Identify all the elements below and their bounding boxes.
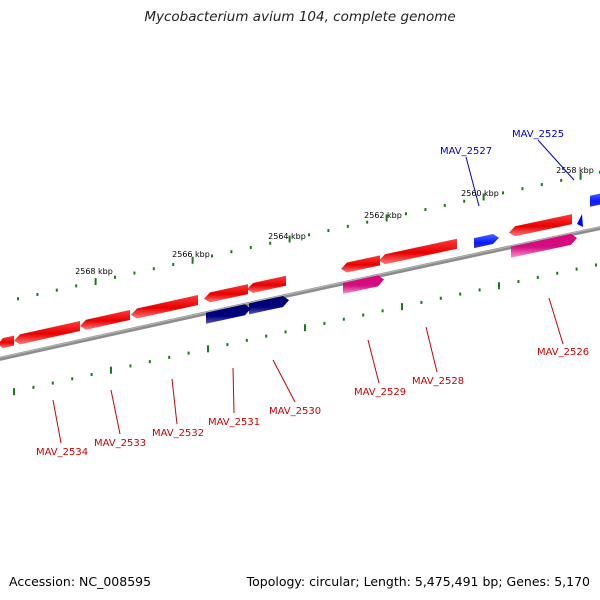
- leader-line-mav_2525: [537, 139, 575, 181]
- tick-label-2566: 2566 kbp: [172, 250, 210, 259]
- gene-mav_2526-cds[interactable]: [511, 233, 577, 258]
- leader-line-mav_2534: [52, 399, 62, 444]
- genome-summary-text: Topology: circular; Length: 5,475,491 bp…: [246, 574, 590, 589]
- tick-label-2562: 2562 kbp: [364, 211, 402, 220]
- gene-label-mav_2534[interactable]: MAV_2534: [36, 447, 88, 458]
- gene-label-mav_2527[interactable]: MAV_2527: [440, 146, 492, 157]
- gene-label-mav_2533[interactable]: MAV_2533: [94, 438, 146, 449]
- gene-mav_2531[interactable]: [204, 284, 248, 303]
- tick-label-2558: 2558 kbp: [556, 166, 594, 175]
- gene-label-mav_2526[interactable]: MAV_2526: [537, 347, 589, 358]
- gene-mav_2529-cds[interactable]: [343, 275, 384, 294]
- inner-tick-track: [13, 263, 597, 396]
- accession-text: Accession: NC_008595: [9, 574, 152, 589]
- gene-label-mav_2525[interactable]: MAV_2525: [512, 129, 564, 140]
- gene-label-mav_2529[interactable]: MAV_2529: [354, 387, 406, 398]
- tick-label-2564: 2564 kbp: [268, 232, 306, 241]
- gene-mav_2533[interactable]: [80, 309, 130, 330]
- leader-line-mav_2531: [232, 367, 235, 414]
- gene-mav_2532[interactable]: [131, 295, 198, 319]
- map-title: Mycobacterium avium 104, complete genome: [144, 9, 456, 25]
- gene-labels: MAV_2525 MAV_2527 MAV_2526 MAV_2528 MAV_2529…: [36, 129, 589, 458]
- gene-mav_2528[interactable]: [379, 238, 457, 265]
- tick-labels: 2558 kbp 2560 kbp 2562 kbp 2564 kbp 2566 kbp…: [75, 166, 594, 276]
- gene-mav_2526[interactable]: [509, 214, 572, 237]
- tick-label-2560: 2560 kbp: [461, 189, 499, 198]
- tick-label-2568: 2568 kbp: [75, 267, 113, 276]
- outer-tick-track: [17, 170, 600, 301]
- leader-line-mav_2533: [110, 389, 121, 435]
- gene-label-mav_2532[interactable]: MAV_2532: [152, 428, 204, 439]
- gene-mav_2527[interactable]: [474, 234, 499, 249]
- gene-mav_2531-cds[interactable]: [206, 304, 251, 324]
- leader-line-mav_2530: [272, 359, 296, 403]
- gene-label-mav_2530[interactable]: MAV_2530: [269, 406, 321, 417]
- gene-label-mav_2528[interactable]: MAV_2528: [412, 376, 464, 387]
- leader-line-mav_2526: [548, 297, 564, 345]
- gene-mav_2534[interactable]: [14, 321, 80, 345]
- gene-mav_2530[interactable]: [247, 275, 286, 294]
- gene-mav_2530-cds[interactable]: [249, 295, 289, 315]
- leader-line-mav_2532: [171, 378, 178, 425]
- gene-features: [0, 192, 600, 349]
- genome-backbone-highlight: [0, 226, 600, 359]
- leader-line-mav_2528: [425, 326, 438, 373]
- gene-label-mav_2531[interactable]: MAV_2531: [208, 417, 260, 428]
- leader-line-mav_2527: [465, 156, 480, 207]
- leader-line-mav_2529: [367, 339, 380, 384]
- gene-mav_2529[interactable]: [341, 255, 380, 273]
- gene-mav_2534-part[interactable]: [0, 335, 14, 349]
- gene-mav_2525[interactable]: [590, 192, 600, 207]
- gene-mav_2525-start[interactable]: [577, 214, 583, 227]
